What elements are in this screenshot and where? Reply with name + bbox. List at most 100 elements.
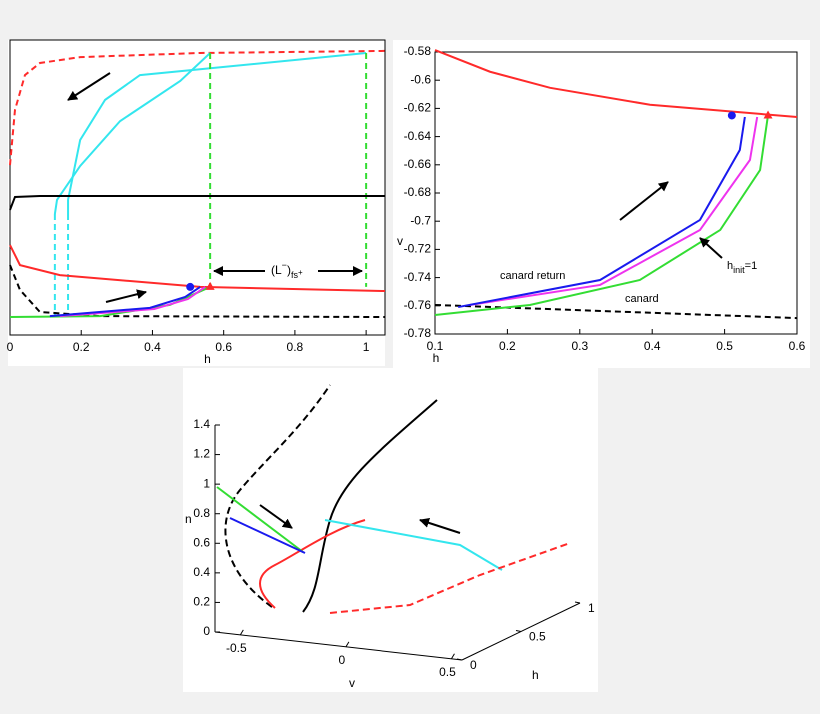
y-tick-label: 0.6 [193, 535, 210, 549]
arrow [619, 181, 669, 221]
curve [259, 519, 366, 609]
plot-frame [9, 39, 386, 336]
panel-a: 0 0.2 0.4 0.6 0.8 1 h [7, 39, 386, 366]
series-line [53, 52, 211, 215]
panel-c-bg [183, 368, 598, 692]
h-tick [456, 658, 463, 661]
curve [216, 486, 304, 553]
annotation: hinit=1 [727, 260, 757, 275]
x-tick-label: 0.2 [499, 339, 516, 353]
annotation-text: =1 [745, 260, 758, 272]
y-tick-label: -0.62 [404, 101, 432, 115]
h-tick-label: 0 [470, 658, 477, 672]
point [205, 281, 215, 290]
curve [324, 519, 503, 571]
x-axis-label: h [433, 351, 440, 365]
y-tick-label: 1.4 [193, 417, 210, 431]
x-tick-label: 1 [363, 340, 370, 354]
annotation-sup: − [282, 260, 287, 270]
x-tick [239, 629, 244, 636]
annotation: canard [625, 293, 659, 305]
annotation-text: h [727, 260, 733, 272]
y-tick-label: -0.58 [404, 44, 432, 58]
panel-c-curves [216, 384, 571, 614]
x-tick-label: 0.8 [287, 340, 304, 354]
arrow [105, 289, 147, 303]
arrow [67, 72, 111, 101]
y-tick-label: -0.7 [410, 213, 431, 227]
y-tick-label: -0.76 [404, 298, 432, 312]
curve [302, 399, 438, 613]
x-tick-label: 0 [339, 653, 346, 667]
series-line [9, 244, 386, 293]
x-tick-label: 0.5 [439, 665, 456, 679]
series-line [9, 264, 386, 319]
annotation: canard return [500, 270, 565, 282]
point [186, 282, 195, 291]
x-axis-label: v [349, 676, 355, 690]
arrow [259, 504, 293, 529]
series-line [434, 49, 798, 118]
arrow [699, 237, 723, 259]
x-tick-label: 0.3 [571, 339, 588, 353]
y-tick-label: 0.4 [193, 565, 210, 579]
y-axis-label: v [397, 234, 403, 248]
x-tick-label: 0.4 [144, 340, 161, 354]
series-line [457, 116, 746, 309]
point [763, 110, 773, 119]
y-tick-label: 0 [203, 624, 210, 638]
annotation: (L−)fs+ [271, 260, 303, 280]
y-tick-label: -0.64 [404, 129, 432, 143]
series-line [67, 51, 367, 215]
y-axis-label: n [185, 512, 192, 526]
h-axis-label: h [532, 668, 539, 682]
y-tick-label: -0.66 [404, 157, 432, 171]
annotation-sub: fs [291, 270, 299, 280]
arrow [419, 518, 461, 534]
x-tick [345, 641, 350, 648]
series-line [9, 49, 386, 166]
y-tick-label: 1 [203, 476, 210, 490]
h-tick-label: 0.5 [529, 630, 546, 644]
y-tick-label: -0.74 [404, 270, 432, 284]
panel-c: 0 0.2 0.4 0.6 0.8 1 1.2 1.4 -0.5 0 0.5 0 0.5 1 n v h [185, 417, 595, 690]
axis-line [214, 631, 463, 661]
curve [224, 384, 331, 608]
x-tick-label: 0.2 [73, 340, 90, 354]
y-tick-label: -0.78 [404, 326, 432, 340]
y-tick-label: 1.2 [193, 447, 210, 461]
x-axis-label: h [204, 352, 211, 366]
annotation-subsup: + [298, 268, 303, 277]
curve [229, 517, 306, 554]
series-line [434, 303, 798, 320]
series-line [49, 286, 201, 318]
x-tick [451, 653, 455, 660]
panel-b: 0.1 0.2 0.3 0.4 0.5 0.6 -0.78 -0.76 -0.74 -0.72 -0… [397, 44, 806, 365]
y-tick-label: 0.8 [193, 506, 210, 520]
x-tick-label: 0.5 [716, 339, 733, 353]
panel-b-bg [393, 40, 810, 368]
y-tick-label: -0.72 [404, 242, 432, 256]
x-tick-label: -0.5 [226, 641, 247, 655]
x-tick-label: 0 [7, 340, 14, 354]
h-tick [515, 630, 522, 632]
x-tick-label: 0.6 [789, 339, 806, 353]
y-tick-label: -0.68 [404, 185, 432, 199]
h-tick-label: 1 [588, 601, 595, 615]
annotation-sub: init [733, 265, 745, 275]
y-tick-label: 0.2 [193, 595, 210, 609]
y-tick-label: -0.6 [410, 72, 431, 86]
h-tick [574, 601, 581, 604]
curve [329, 542, 571, 614]
x-tick-label: 0.6 [215, 340, 232, 354]
x-tick-label: 0.4 [644, 339, 661, 353]
annotation-close: ) [287, 263, 291, 277]
series-line [9, 195, 385, 211]
series-line [434, 114, 770, 316]
annotation-text: (L [271, 263, 282, 277]
series-line [469, 116, 759, 306]
x-tick-label: 0.1 [427, 339, 444, 353]
series-line [59, 286, 206, 318]
